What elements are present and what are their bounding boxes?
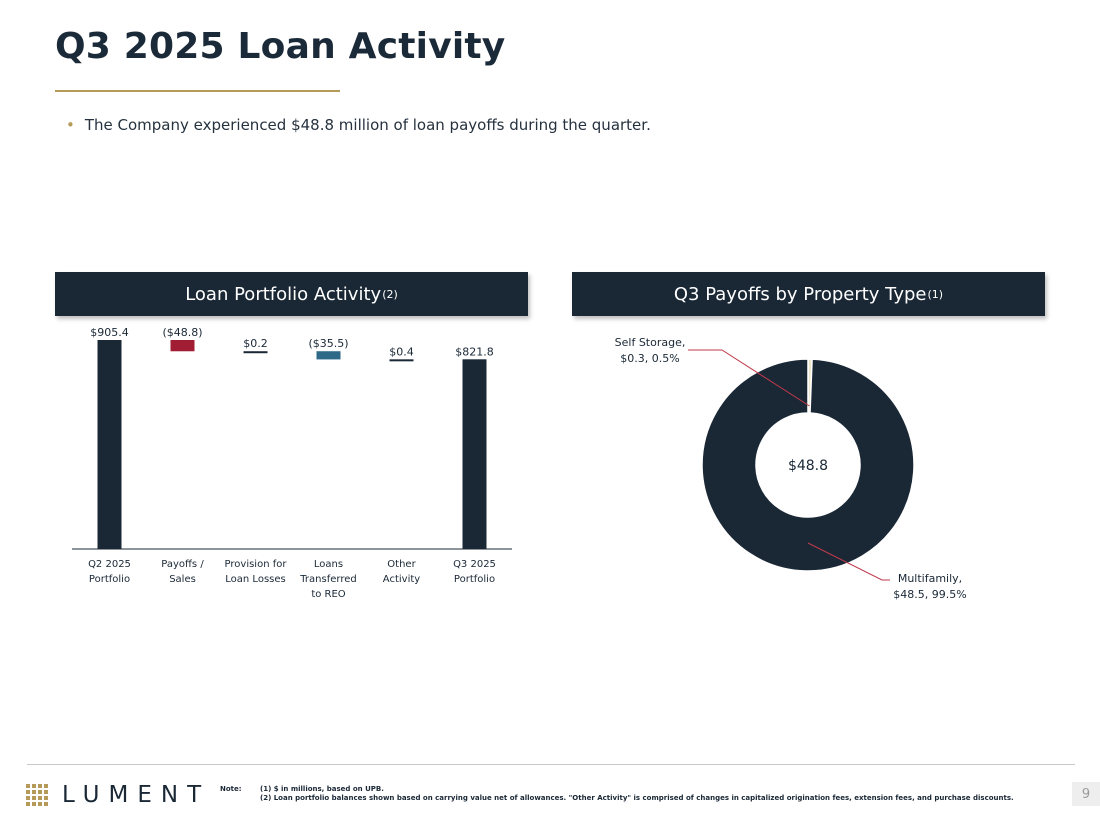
logo-grid-icon xyxy=(26,784,48,806)
pie-chart-title: Q3 Payoffs by Property Type xyxy=(673,283,927,305)
pie-chart-title-note: (1) xyxy=(927,287,944,301)
bar-value-label-5: $821.8 xyxy=(455,345,494,358)
title-underline xyxy=(55,90,340,92)
category-label-5: Q3 2025 Portfolio xyxy=(453,559,496,585)
leader-line-1 xyxy=(807,542,890,581)
bar-value-label-2: $0.2 xyxy=(243,337,268,350)
slice-label-1: Multifamily, $48.5, 99.5% xyxy=(893,572,966,601)
page-number: 9 xyxy=(1072,782,1100,806)
bar-chart-title-note: (2) xyxy=(382,287,398,301)
page-title: Q3 2025 Loan Activity xyxy=(55,26,506,67)
bar-1 xyxy=(170,340,195,352)
bullet-point: • The Company experienced $48.8 million o… xyxy=(66,116,651,134)
slice-label-0: Self Storage, $0.3, 0.5% xyxy=(615,336,686,365)
bar-4 xyxy=(389,359,414,362)
category-label-0: Q2 2025 Portfolio xyxy=(88,559,131,585)
bar-chart-title: Loan Portfolio Activity xyxy=(185,283,382,305)
bar-value-label-1: ($48.8) xyxy=(162,326,202,339)
company-logo: LUMENT xyxy=(26,782,210,808)
footnote-1: (1) $ in millions, based on UPB. xyxy=(260,785,384,793)
bullet-icon: • xyxy=(66,116,75,134)
bar-5 xyxy=(462,359,487,549)
pie-chart-header: Q3 Payoffs by Property Type (1) xyxy=(572,272,1045,316)
bar-value-label-0: $905.4 xyxy=(90,326,129,339)
bar-value-label-3: ($35.5) xyxy=(308,337,348,350)
bullet-text: The Company experienced $48.8 million of… xyxy=(84,116,651,134)
waterfall-chart: $905.4 Q2 2025 Portfolio ($48.8) Payoffs / Sa… xyxy=(72,326,512,600)
category-label-3: Loans Transferred to REO xyxy=(299,559,356,600)
footnote-2: (2) Loan portfolio balances shown based … xyxy=(260,794,1014,802)
category-label-1: Payoffs / Sales xyxy=(161,559,204,585)
footnotes: (1) $ in millions, based on UPB. (2) Loa… xyxy=(260,785,1030,803)
leader-line-0 xyxy=(688,349,810,407)
bar-2 xyxy=(243,351,268,354)
slice-1 xyxy=(701,358,915,572)
category-label-2: Provision for Loan Losses xyxy=(225,559,288,585)
note-label: Note: xyxy=(220,785,242,793)
logo-text: LUMENT xyxy=(62,782,211,808)
bar-3 xyxy=(316,351,341,360)
bar-0 xyxy=(97,340,122,549)
bar-chart-header: Loan Portfolio Activity (2) xyxy=(55,272,528,316)
bar-value-label-4: $0.4 xyxy=(389,345,414,358)
footer-divider xyxy=(27,764,1075,765)
category-label-4: Other Activity xyxy=(383,559,420,585)
donut-chart: $48.8 Self Storage, $0.3, 0.5% Multifamily,… xyxy=(615,336,967,601)
donut-center-label: $48.8 xyxy=(788,458,828,474)
